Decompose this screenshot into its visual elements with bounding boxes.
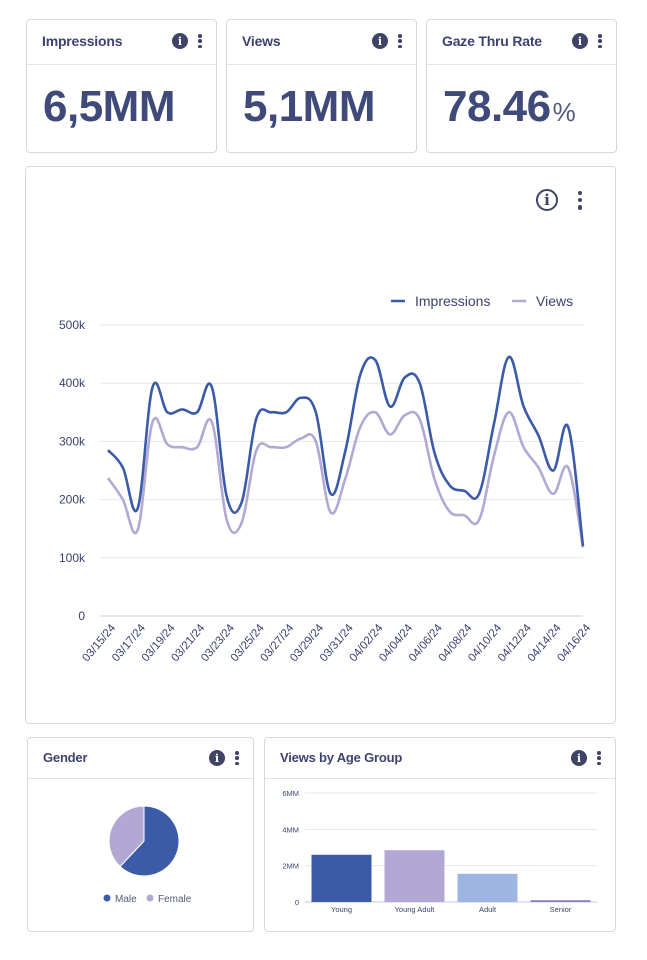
bar-young <box>311 854 372 902</box>
x-tick-label: Young Adult <box>395 905 436 914</box>
bar-young-adult <box>384 850 445 902</box>
kebab-menu-icon[interactable] <box>235 751 239 765</box>
kebab-menu-icon[interactable] <box>577 190 583 210</box>
series-line-impressions <box>107 355 585 547</box>
line-chart-card: i 0 100k 200k 300k 400k 500k 03/15/24 03/17/24 0… <box>25 166 616 724</box>
y-tick-label: 500k <box>59 318 86 332</box>
info-icon[interactable]: i <box>572 33 588 49</box>
card-header: Views i <box>227 20 416 65</box>
card-header: Views by Age Group i <box>265 738 615 779</box>
gaze-thru-rate-card: Gaze Thru Rate i 78.46% <box>426 19 617 153</box>
kpi-value: 5,1MM <box>243 82 375 131</box>
bar-adult <box>457 873 518 902</box>
info-icon[interactable]: i <box>372 33 388 49</box>
impressions-card: Impressions i 6,5MM <box>26 19 217 153</box>
x-tick-label: Young <box>331 905 352 914</box>
y-tick-label: 4MM <box>282 825 299 834</box>
card-header: Impressions i <box>27 20 216 65</box>
info-icon[interactable]: i <box>172 33 188 49</box>
bar-senior <box>530 900 591 902</box>
legend-label: Impressions <box>415 293 490 309</box>
x-tick-label: Adult <box>479 905 497 914</box>
info-icon[interactable]: i <box>209 750 225 766</box>
legend-swatch <box>103 894 111 902</box>
legend-label: Male <box>115 894 137 905</box>
pie-chart: Male Female <box>103 805 192 905</box>
line-chart: 0100k200k300k400k500k03/15/2403/17/2403/… <box>59 293 594 664</box>
age-group-card: Views by Age Group i 0 2MM 4MM 6MM Young Youn… <box>264 737 616 932</box>
bar-chart: 0 2MM 4MM 6MM Young Young Adult Adult Senior <box>282 789 597 914</box>
y-tick-label: 2MM <box>282 862 299 871</box>
views-card: Views i 5,1MM <box>226 19 417 153</box>
y-tick-label: 0 <box>78 609 85 623</box>
gender-card: Gender i Male Female <box>27 737 254 932</box>
card-title: Impressions <box>42 33 123 49</box>
card-header: Gender i <box>28 738 253 779</box>
y-tick-label: 6MM <box>282 789 299 798</box>
y-tick-label: 300k <box>59 434 86 448</box>
card-title: Gender <box>43 750 88 765</box>
card-title: Views <box>242 33 281 49</box>
card-title: Gaze Thru Rate <box>442 33 542 49</box>
legend-label: Views <box>536 293 573 309</box>
info-icon[interactable]: i <box>571 750 587 766</box>
pie-slice-female <box>108 805 145 868</box>
legend-swatch <box>146 894 154 902</box>
kpi-value: 78.46% <box>443 82 576 131</box>
kebab-menu-icon[interactable] <box>198 34 202 48</box>
y-tick-label: 0 <box>295 898 299 907</box>
y-tick-label: 200k <box>59 493 86 507</box>
pie-slice-male <box>119 805 180 877</box>
card-title: Views by Age Group <box>280 750 403 765</box>
card-header: Gaze Thru Rate i <box>427 20 616 65</box>
kpi-value: 6,5MM <box>43 82 175 131</box>
kebab-menu-icon[interactable] <box>597 751 601 765</box>
kebab-menu-icon[interactable] <box>398 34 402 48</box>
x-tick-label: Senior <box>550 905 572 914</box>
series-line-views <box>106 410 585 548</box>
kebab-menu-icon[interactable] <box>598 34 602 48</box>
legend-label: Female <box>158 894 192 905</box>
info-icon[interactable]: i <box>536 189 558 211</box>
y-tick-label: 400k <box>59 376 86 390</box>
y-tick-label: 100k <box>59 551 86 565</box>
